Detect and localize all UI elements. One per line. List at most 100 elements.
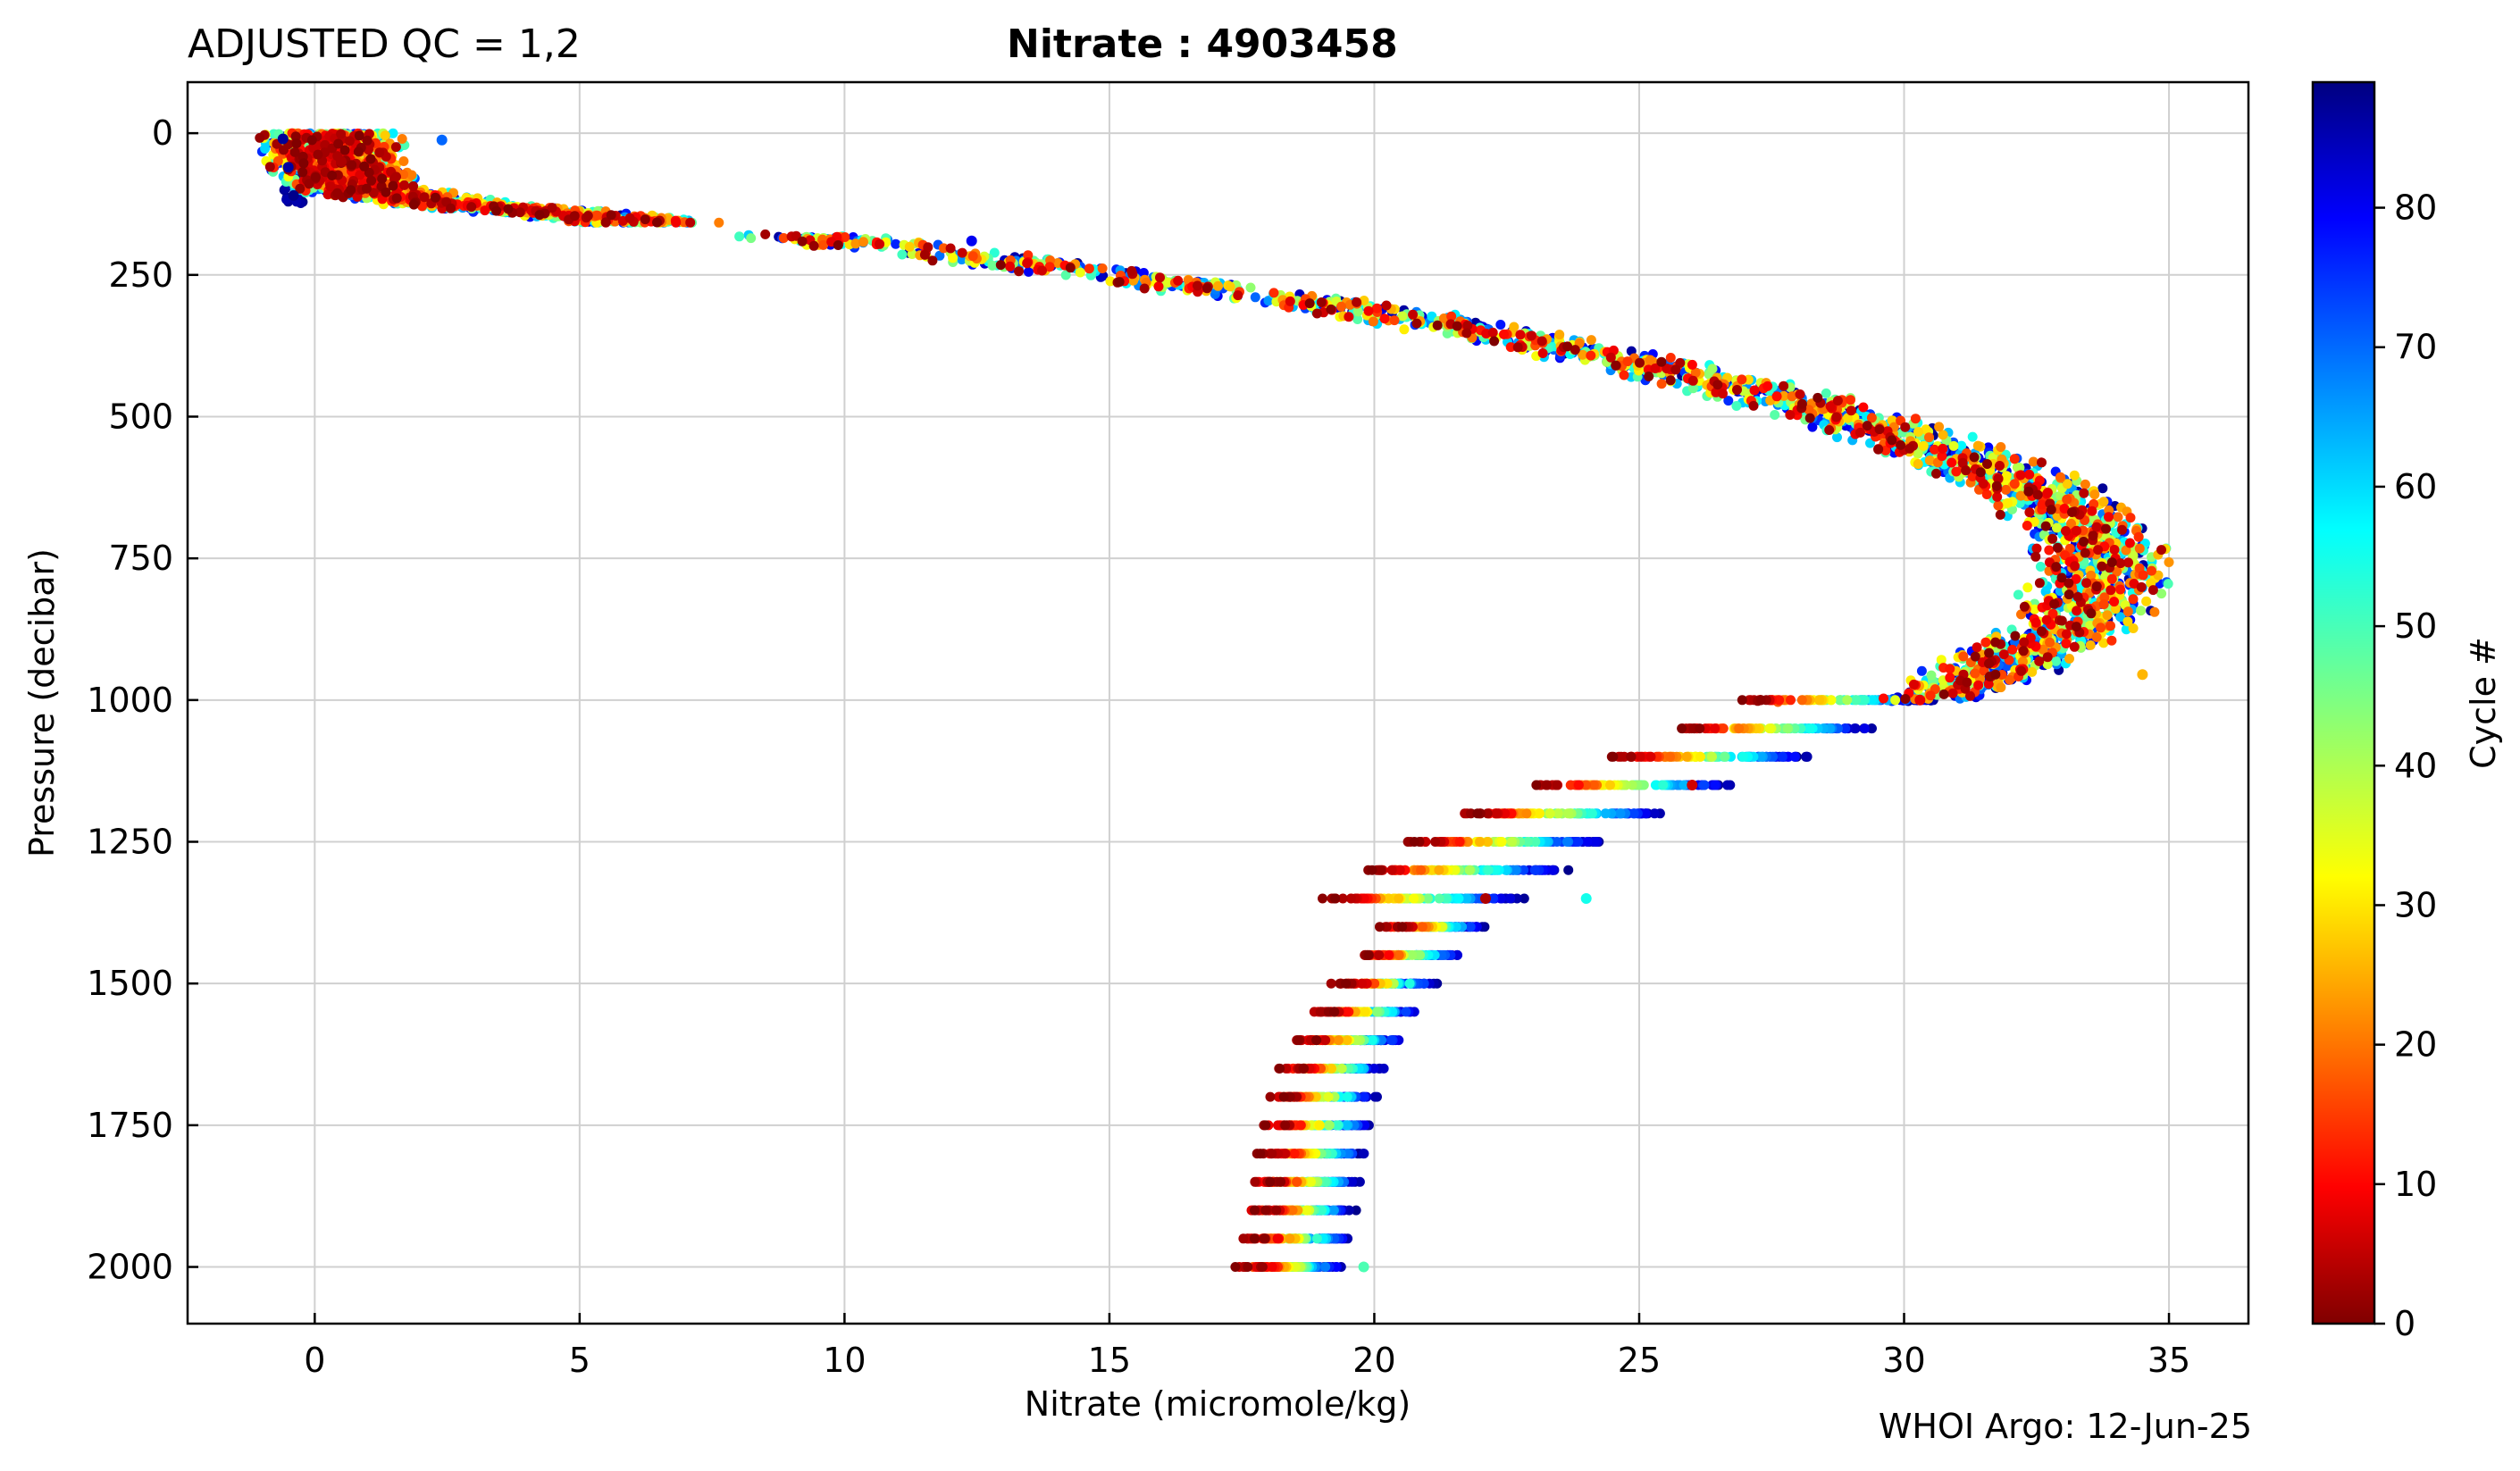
scatter-point	[1552, 837, 1562, 847]
scatter-point	[1346, 1176, 1357, 1187]
scatter-point	[1285, 1233, 1295, 1244]
scatter-point	[1389, 315, 1400, 326]
scatter-point	[1723, 396, 1734, 406]
scatter-point	[2122, 606, 2133, 617]
scatter-point	[1707, 751, 1717, 762]
scatter-point	[891, 238, 901, 249]
scatter-point	[2096, 623, 2106, 633]
scatter-point	[1465, 922, 1476, 932]
scatter-point	[1774, 695, 1785, 706]
scatter-point	[2069, 470, 2080, 481]
scatter-point	[1360, 1007, 1370, 1017]
scatter-point	[1475, 837, 1486, 847]
scatter-point	[1699, 780, 1710, 790]
scatter-point	[1369, 978, 1380, 989]
scatter-point	[714, 217, 724, 228]
scatter-point	[938, 243, 949, 254]
scatter-point	[818, 239, 829, 250]
scatter-point	[1936, 655, 1947, 665]
scatter-point	[1341, 1007, 1352, 1017]
scatter-point	[1295, 1120, 1306, 1131]
scatter-point	[1731, 401, 1742, 411]
scatter-point	[1934, 422, 1945, 432]
scatter-points	[255, 128, 2174, 1273]
scatter-point	[1842, 695, 1853, 706]
scatter-point	[1163, 277, 1174, 288]
scatter-point	[1341, 1120, 1352, 1131]
scatter-point	[2080, 479, 2090, 489]
scatter-point	[1926, 670, 1937, 681]
scatter-point	[1867, 723, 1877, 734]
scatter-point	[1422, 893, 1433, 904]
scatter-point	[397, 134, 407, 144]
scatter-point	[2128, 623, 2139, 633]
scatter-point	[2035, 562, 2046, 572]
scatter-point	[1972, 440, 1983, 451]
scatter-point	[388, 128, 398, 138]
scatter-point	[1369, 1063, 1379, 1074]
scatter-point	[1505, 893, 1516, 904]
scatter-point	[2141, 596, 2152, 606]
scatter-point	[1658, 780, 1669, 790]
scatter-point	[1301, 1205, 1311, 1216]
scatter-point	[1640, 808, 1651, 819]
scatter-point	[2045, 637, 2055, 648]
scatter-point	[1804, 405, 1814, 415]
scatter-point	[1509, 322, 1520, 332]
scatter-point	[1734, 723, 1745, 734]
scatter-point	[1342, 1091, 1352, 1102]
scatter-point	[398, 156, 409, 166]
scatter-point	[1770, 410, 1780, 420]
scatter-point	[1450, 865, 1461, 875]
scatter-point	[1930, 444, 1940, 455]
scatter-point	[1519, 893, 1529, 904]
scatter-point	[1802, 751, 1813, 762]
scatter-point	[1619, 370, 1629, 380]
scatter-point	[1690, 367, 1701, 378]
scatter-point	[1879, 693, 1888, 704]
scatter-point	[1331, 1262, 1342, 1272]
scatter-point	[1535, 808, 1545, 819]
scatter-point	[1814, 695, 1825, 706]
scatter-point	[2013, 589, 2023, 600]
scatter-point	[1407, 949, 1418, 960]
scatter-point	[1213, 280, 1223, 291]
scatter-point	[1834, 695, 1845, 706]
scatter-point	[1910, 414, 1921, 424]
scatter-point	[1352, 314, 1363, 324]
scatter-point	[1436, 949, 1447, 960]
scatter-point	[1483, 837, 1493, 847]
scatter-point	[778, 233, 789, 243]
scatter-point	[2061, 639, 2072, 648]
grid-lines	[188, 82, 2248, 1324]
scatter-point	[1645, 355, 1655, 365]
scatter-point	[1434, 893, 1444, 904]
scatter-point	[2062, 479, 2072, 489]
scatter-point	[1461, 893, 1472, 904]
scatter-point	[1306, 1176, 1316, 1187]
scatter-point	[1333, 1035, 1344, 1046]
scatter-point	[1722, 780, 1733, 790]
scatter-point	[1993, 500, 2004, 511]
scatter-point	[1399, 324, 1410, 335]
scatter-point	[1383, 893, 1394, 904]
scatter-point	[2022, 521, 2032, 531]
scatter-point	[1530, 837, 1541, 847]
scatter-point	[2138, 570, 2148, 581]
scatter-point	[1563, 808, 1573, 819]
scatter-point	[1511, 865, 1521, 875]
scatter-point	[1600, 808, 1611, 819]
scatter-point	[1925, 690, 1936, 701]
scatter-point	[1588, 780, 1599, 790]
scatter-point	[2163, 579, 2173, 589]
scatter-point	[1628, 808, 1639, 819]
scatter-point	[2147, 565, 2156, 576]
scatter-point	[2014, 497, 2025, 508]
scatter-point	[2055, 472, 2065, 482]
scatter-point	[1488, 893, 1498, 904]
scatter-point	[592, 210, 602, 221]
scatter-point	[2086, 570, 2097, 581]
scatter-point	[1737, 374, 1747, 385]
scatter-point	[948, 253, 959, 263]
scatter-point	[2009, 479, 2020, 489]
